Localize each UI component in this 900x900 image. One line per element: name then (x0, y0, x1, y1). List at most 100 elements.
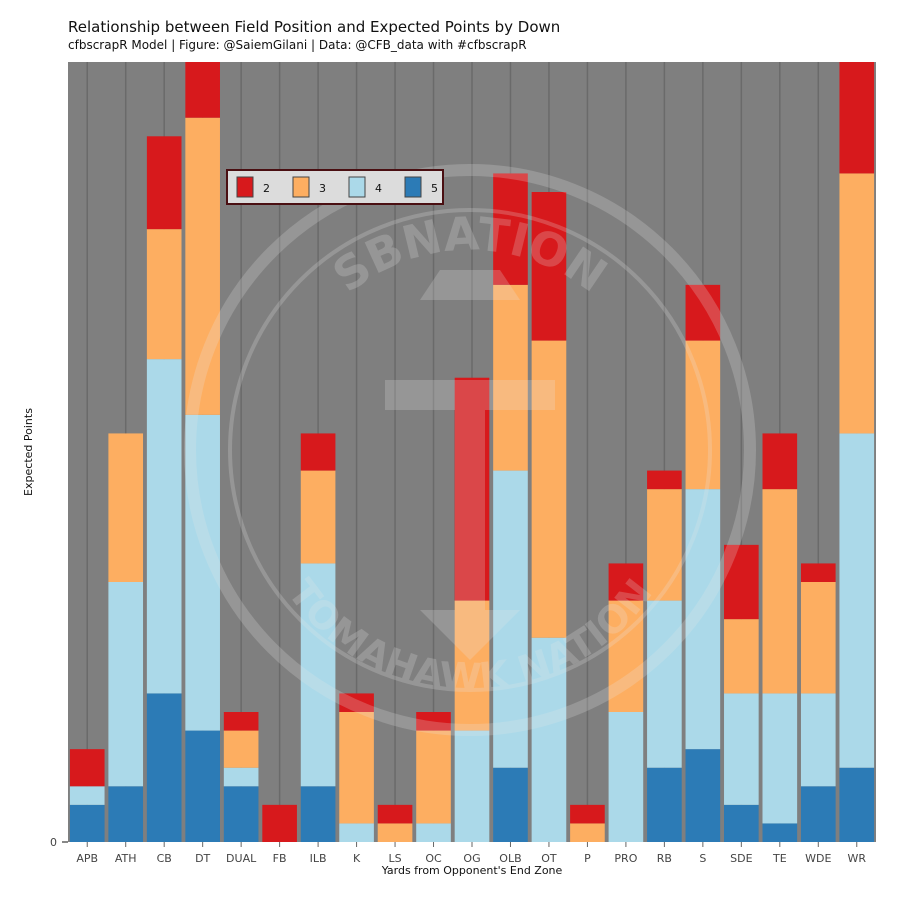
bar-dual-down-5 (223, 786, 259, 842)
bar-pro-down-3 (608, 600, 644, 712)
bar-te-down-4 (762, 693, 798, 824)
legend-swatch-2 (236, 176, 254, 198)
x-tick-label-apb: APB (76, 852, 98, 865)
bar-s-down-2 (685, 284, 721, 341)
bar-cb-down-3 (146, 229, 182, 360)
bar-cb-down-2 (146, 136, 182, 230)
bar-ls-down-3 (377, 823, 413, 842)
bar-wr-down-2 (839, 62, 875, 174)
x-axis-label: Yards from Opponent's End Zone (381, 864, 563, 877)
bar-k-down-2 (339, 693, 374, 712)
bar-sde-down-5 (724, 804, 759, 842)
x-tick-label-olb: OLB (499, 852, 521, 865)
bar-wr-down-4 (839, 433, 875, 768)
x-tick-label-dual: DUAL (226, 852, 257, 865)
y-axis-label: Expected Points (22, 408, 35, 496)
bar-ilb-down-3 (300, 470, 336, 564)
y-tick-label: 0 (50, 836, 57, 849)
x-tick-label-rb: RB (657, 852, 672, 865)
chart-subtitle: cfbscrapR Model | Figure: @SaiemGilani |… (68, 38, 527, 52)
y-axis: 0 (50, 836, 68, 849)
bar-te-down-2 (762, 433, 798, 490)
x-tick-label-og: OG (463, 852, 480, 865)
bar-pro-down-4 (608, 712, 644, 842)
x-tick-label-sde: SDE (730, 852, 752, 865)
bar-wde-down-2 (800, 563, 836, 582)
bar-wde-down-5 (800, 786, 836, 842)
bar-og-down-2 (454, 377, 490, 601)
bar-ot-down-3 (531, 340, 567, 638)
bar-p-down-2 (570, 804, 605, 824)
x-tick-label-p: P (584, 852, 591, 865)
bar-wr-down-3 (839, 173, 875, 434)
bar-ilb-down-4 (300, 563, 336, 787)
bar-ath-down-4 (108, 582, 144, 787)
bar-ot-down-4 (531, 637, 567, 842)
bar-apb-down-4 (69, 786, 105, 805)
bar-rb-down-3 (647, 489, 682, 601)
bar-te-down-5 (762, 823, 798, 842)
bar-olb-down-5 (493, 767, 528, 842)
chart-title: Relationship between Field Position and … (68, 18, 561, 36)
bar-ls-down-2 (377, 804, 413, 824)
legend-label-4: 4 (375, 182, 382, 195)
bar-dt-down-2 (185, 62, 220, 118)
x-tick-label-ls: LS (388, 852, 401, 865)
x-tick-label-oc: OC (425, 852, 442, 865)
bar-wde-down-3 (800, 582, 836, 694)
legend-label-3: 3 (319, 182, 326, 195)
bar-og-down-4 (454, 730, 490, 842)
bar-ath-down-3 (108, 433, 144, 582)
bar-rb-down-2 (647, 470, 682, 490)
bar-te-down-3 (762, 489, 798, 694)
x-tick-label-k: K (353, 852, 361, 865)
bar-og-down-3 (454, 600, 490, 731)
bar-dual-down-4 (223, 767, 259, 787)
bar-olb-down-3 (493, 284, 528, 471)
bar-dt-down-5 (185, 730, 220, 842)
legend-label-2: 2 (263, 182, 270, 195)
bar-olb-down-2 (493, 173, 528, 285)
bar-olb-down-4 (493, 470, 528, 768)
x-tick-label-ath: ATH (115, 852, 137, 865)
legend-swatch-4 (348, 176, 366, 198)
x-tick-label-cb: CB (157, 852, 172, 865)
bar-ilb-down-2 (300, 433, 336, 471)
bar-pro-down-2 (608, 563, 644, 601)
bar-apb-down-2 (69, 749, 105, 787)
bar-sde-down-3 (724, 619, 759, 694)
bar-rb-down-5 (647, 767, 682, 842)
x-tick-label-fb: FB (273, 852, 287, 865)
bar-k-down-4 (339, 823, 374, 842)
bar-dual-down-2 (223, 712, 259, 731)
x-tick-label-ot: OT (541, 852, 557, 865)
bar-k-down-3 (339, 712, 374, 824)
legend: 2 3 4 5 (226, 169, 444, 205)
legend-box (226, 169, 444, 205)
bar-rb-down-4 (647, 600, 682, 768)
legend-swatch-3 (292, 176, 310, 198)
x-tick-label-dt: DT (195, 852, 210, 865)
bar-cb-down-4 (146, 359, 182, 694)
x-tick-label-wde: WDE (805, 852, 831, 865)
bar-cb-down-5 (146, 693, 182, 842)
x-axis: APB ATH CB DT DUAL FB ILB K LS OC OG OLB OT P PRO RB S SD… (76, 842, 866, 865)
bar-wde-down-4 (800, 693, 836, 787)
bar-oc-down-2 (416, 712, 451, 731)
bar-p-down-3 (570, 823, 605, 842)
bar-s-down-5 (685, 749, 721, 842)
legend-swatch-5 (404, 176, 422, 198)
x-tick-label-ilb: ILB (310, 852, 327, 865)
x-tick-label-pro: PRO (614, 852, 637, 865)
bar-oc-down-4 (416, 823, 451, 842)
bar-dt-down-4 (185, 414, 220, 731)
bar-ath-down-5 (108, 786, 144, 842)
bar-dt-down-3 (185, 117, 220, 415)
bar-wr-down-5 (839, 767, 875, 842)
bar-ilb-down-5 (300, 786, 336, 842)
bar-dual-down-3 (223, 730, 259, 768)
bar-s-down-4 (685, 489, 721, 750)
x-tick-label-wr: WR (847, 852, 866, 865)
bar-sde-down-4 (724, 693, 759, 805)
